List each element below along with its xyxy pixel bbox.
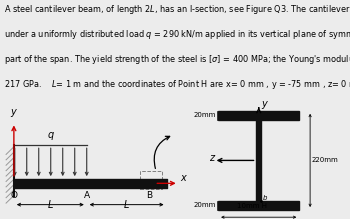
Text: $y$: $y$ [261, 99, 269, 111]
Text: A: A [84, 191, 90, 200]
Text: B: B [146, 191, 152, 200]
Text: $L$: $L$ [123, 198, 130, 210]
Text: 20mm: 20mm [194, 112, 216, 118]
Polygon shape [257, 120, 261, 201]
Text: A steel cantilever beam, of length 2$L$, has an I-section, see Figure Q3. The ca: A steel cantilever beam, of length 2$L$,… [4, 3, 350, 16]
Polygon shape [218, 201, 299, 210]
Text: $q$: $q$ [47, 130, 55, 142]
Text: 20mm: 20mm [194, 203, 216, 208]
Text: $L$: $L$ [47, 198, 54, 210]
Text: b: b [263, 195, 267, 201]
Text: part of the span. The yield strength of the steel is [$\sigma$] = 400 MPa; the Y: part of the span. The yield strength of … [4, 53, 350, 66]
Text: $y$: $y$ [9, 108, 18, 119]
Polygon shape [218, 111, 299, 120]
Text: 10mm H: 10mm H [237, 203, 267, 209]
Text: 217 GPa.    $L$= 1 m and the coordinates of Point H are x= 0 mm , y = -75 mm , z: 217 GPa. $L$= 1 m and the coordinates of… [4, 78, 350, 91]
Text: under a uniformly distributed load $q$ = 290 kN/m applied in its vertical plane : under a uniformly distributed load $q$ =… [4, 28, 350, 41]
Text: O: O [10, 191, 18, 200]
Text: $z$: $z$ [209, 153, 217, 163]
Bar [140, 171, 162, 189]
Text: $x$: $x$ [180, 173, 189, 183]
Text: 220mm: 220mm [312, 157, 339, 163]
